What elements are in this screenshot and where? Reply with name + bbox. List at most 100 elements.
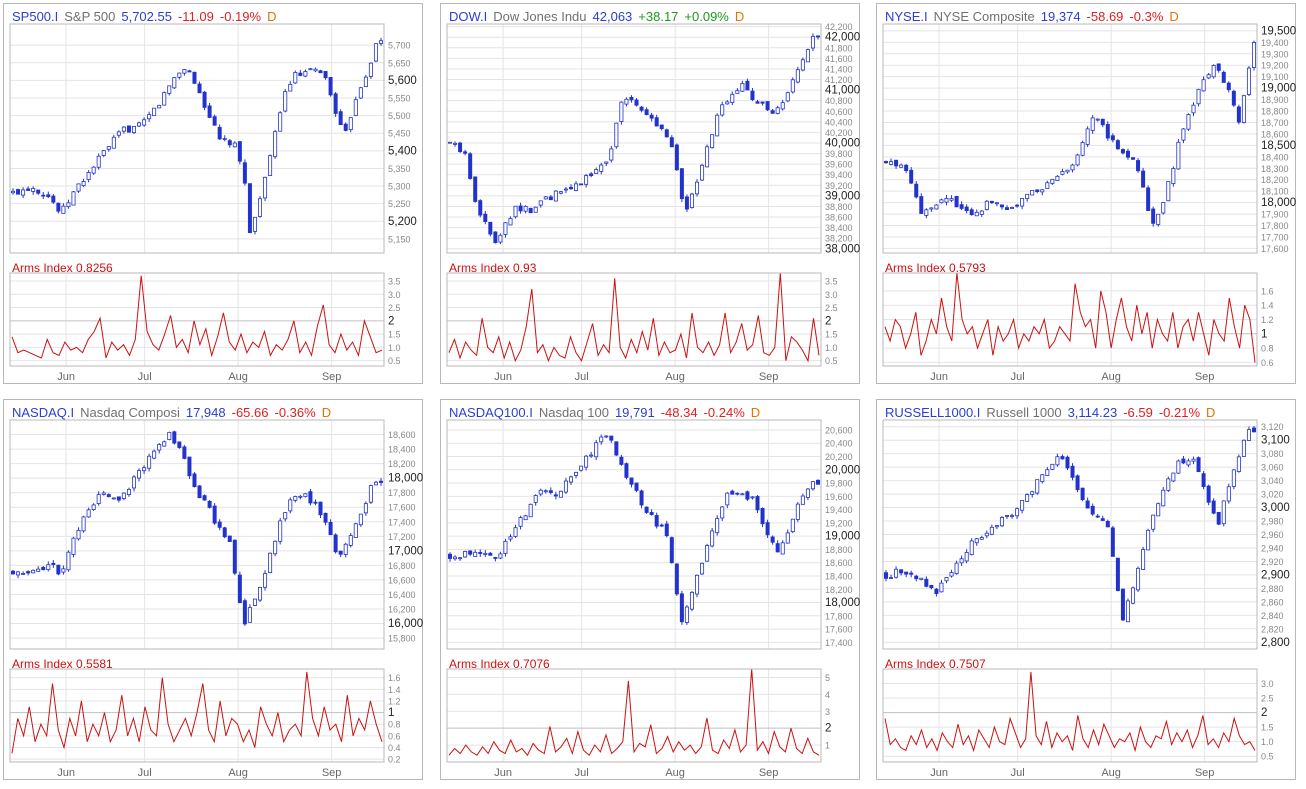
candle-body <box>974 211 979 217</box>
price-tick-label: 39,400 <box>825 170 853 180</box>
price-tick-label: 2,820 <box>1261 624 1284 634</box>
arms-index-line <box>448 668 820 757</box>
price-tick-label: 17,000 <box>388 545 423 557</box>
candle-body <box>167 85 172 94</box>
symbol-link[interactable]: DOW.I <box>449 9 488 24</box>
candle-body <box>889 577 894 579</box>
price-tick-label: 18,600 <box>825 558 853 568</box>
candle-body <box>604 161 609 164</box>
candle-body <box>984 200 989 210</box>
arms-tick-label: 2.5 <box>1261 694 1274 704</box>
candle-body <box>619 456 624 465</box>
candle-body <box>463 550 468 558</box>
candle-body <box>674 563 679 595</box>
price-plot-frame <box>9 23 385 254</box>
candle-body <box>1125 600 1130 623</box>
candle-body <box>448 553 453 559</box>
candle-body <box>899 164 904 168</box>
symbol-link[interactable]: NYSE.I <box>885 9 928 24</box>
candle-body <box>458 557 463 560</box>
candle-body <box>594 442 599 458</box>
candle-body <box>373 43 378 62</box>
candle-body <box>770 536 775 543</box>
candle-body <box>273 131 278 158</box>
candle-body <box>674 144 679 171</box>
symbol-link[interactable]: NASDAQ100.I <box>449 405 533 420</box>
percent-change: -0.24% <box>703 405 745 420</box>
candle-body <box>999 517 1004 527</box>
candle-body <box>328 77 333 96</box>
price-tick-label: 16,800 <box>388 561 416 571</box>
arms-tick-label: 3 <box>825 707 830 717</box>
candle-body <box>924 578 929 587</box>
candle-body <box>1030 189 1035 196</box>
candle-body <box>810 35 815 49</box>
arms-tick-label: 1.0 <box>1261 737 1274 747</box>
candle-body <box>1090 505 1095 515</box>
price-tick-label: 5,300 <box>388 182 411 192</box>
candle-body <box>162 441 167 447</box>
candle-body <box>503 222 508 235</box>
price-tick-label: 39,000 <box>825 190 860 202</box>
candle-body <box>725 492 730 506</box>
candle-body <box>795 503 800 520</box>
price-tick-label: 2,960 <box>1261 530 1284 540</box>
candle-body <box>750 496 755 499</box>
symbol-link[interactable]: SP500.I <box>12 9 59 24</box>
candle-body <box>740 493 745 496</box>
price-tick-label: 18,000 <box>825 597 860 609</box>
arms-tick-label: 1.5 <box>1261 723 1274 733</box>
month-label: Jul <box>575 371 589 383</box>
candle-body <box>1251 427 1256 433</box>
price-tick-label: 40,800 <box>825 96 853 106</box>
candle-body <box>669 537 674 563</box>
candle-body <box>353 523 358 538</box>
candle-body <box>268 155 273 176</box>
candle-body <box>904 571 909 575</box>
candle-body <box>378 480 383 483</box>
arms-plot-frame <box>882 272 1258 367</box>
candle-body <box>222 138 227 140</box>
candle-body <box>202 91 207 108</box>
candle-body <box>121 492 126 499</box>
candle-body <box>1136 567 1141 591</box>
candle-body <box>730 490 735 495</box>
candle-body <box>939 582 944 593</box>
candle-body <box>66 551 71 571</box>
chart-panel-nasdaq100i: 20,600 20,400 20,200 20,000 19,800 19,600 19,4… <box>440 399 860 780</box>
price-tick-label: 2,800 <box>1261 637 1290 649</box>
candle-body <box>1221 71 1226 83</box>
candle-body <box>41 194 46 197</box>
price-tick-label: 19,200 <box>1261 61 1289 71</box>
candle-body <box>21 189 26 196</box>
candle-body <box>1166 478 1171 491</box>
price-tick-label: 19,600 <box>825 492 853 502</box>
symbol-link[interactable]: RUSSELL1000.I <box>885 405 981 420</box>
candle-body <box>785 92 790 102</box>
arms-tick-label: 2 <box>825 315 831 327</box>
candle-body <box>735 90 740 94</box>
candle-body <box>523 515 528 521</box>
arms-tick-label: 1.2 <box>388 696 401 706</box>
candle-body <box>939 199 944 204</box>
candle-body <box>553 190 558 202</box>
candle-body <box>1055 456 1060 466</box>
candle-body <box>258 586 263 601</box>
candle-body <box>949 572 954 577</box>
price-tick-label: 2,900 <box>1261 569 1290 581</box>
candle-body <box>468 550 473 555</box>
candle-body <box>308 68 313 71</box>
candle-body <box>81 181 86 187</box>
candle-body <box>303 493 308 498</box>
candle-body <box>323 71 328 79</box>
candle-body <box>508 218 513 226</box>
symbol-link[interactable]: NASDAQ.I <box>12 405 75 420</box>
candle-body <box>323 512 328 523</box>
arms-tick-label: 1 <box>388 707 394 719</box>
candle-body <box>1246 67 1251 95</box>
candle-body <box>760 101 765 104</box>
price-tick-label: 2,940 <box>1261 543 1284 553</box>
last-price: 3,114.23 <box>1067 405 1118 420</box>
index-name: Russell 1000 <box>986 405 1062 420</box>
candle-body <box>594 169 599 174</box>
